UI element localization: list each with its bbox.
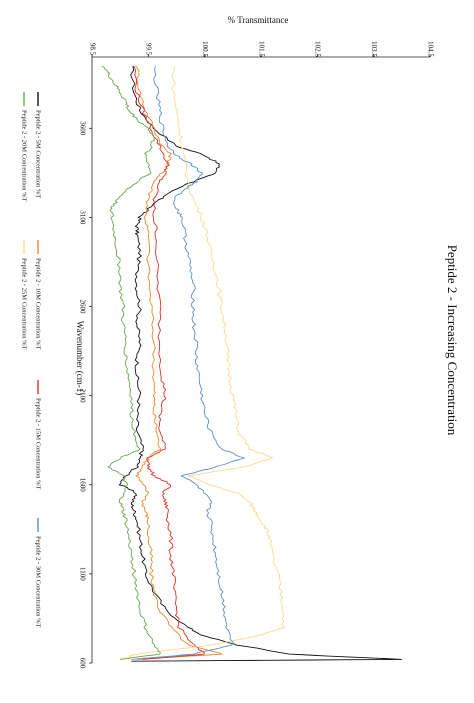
legend-label: Peptide 2 - 15M Concentration %T [35,398,42,490]
legend-label: Peptide 2 - 10M Concentration %T [35,258,42,350]
series-line [118,65,403,662]
x-axis-title: Wavenumber (cm-1) [75,321,85,396]
x-tick-label: 600 [78,658,86,669]
legend-item: Peptide 2 - 20M Concentration %T [21,92,28,202]
x-tick-label: 3600 [78,121,86,136]
axis-ticks: 98.5 99.5 100.5 101.5 102.5 103.5 104.5 3600 310… [78,41,434,669]
series-line [131,65,245,660]
series-line [135,65,223,660]
legend-item: Peptide 2 - 10M Concentration %T [35,240,42,350]
y-tick-label: 99.5 [145,43,153,56]
x-tick-label: 1600 [78,478,86,493]
y-tick-label: 103.5 [370,41,378,57]
y-tick-label: 98.5 [88,43,96,56]
legend-item: Peptide 2 - 15M Concentration %T [35,380,42,490]
legend-item: Peptide 2 - 5M Concentration %T [35,92,42,198]
y-tick-label: 104.5 [426,41,434,57]
legend-label: Peptide 2 - 5M Concentration %T [35,110,42,198]
x-tick-label: 1100 [78,567,86,581]
plot-area [101,65,403,662]
x-tick-label: 3100 [78,210,86,225]
y-tick-label: 102.5 [314,41,322,57]
legend-item: Peptide 2 - 30M Concentration %T [35,518,42,628]
series-line [119,65,286,660]
x-tick-label: 2600 [78,300,86,315]
series-line [133,65,205,660]
y-tick-label: 100.5 [201,41,209,57]
legend-label: Peptide 2 - 20M Concentration %T [21,110,28,202]
legend-item: Peptide 2 - 25M Concentration %T [21,240,28,350]
legend-label: Peptide 2 - 30M Concentration %T [35,536,42,628]
y-tick-label: 101.5 [257,41,265,57]
x-tick-label: 2100 [78,389,86,404]
chart-title: Peptide 2 - Increasing Concentration [445,245,460,436]
series-line [101,65,161,660]
y-axis-title: % Transmittance [228,15,289,25]
legend-label: Peptide 2 - 25M Concentration %T [21,258,28,350]
legend: Peptide 2 - 5M Concentration %T Peptide 2… [21,92,42,628]
